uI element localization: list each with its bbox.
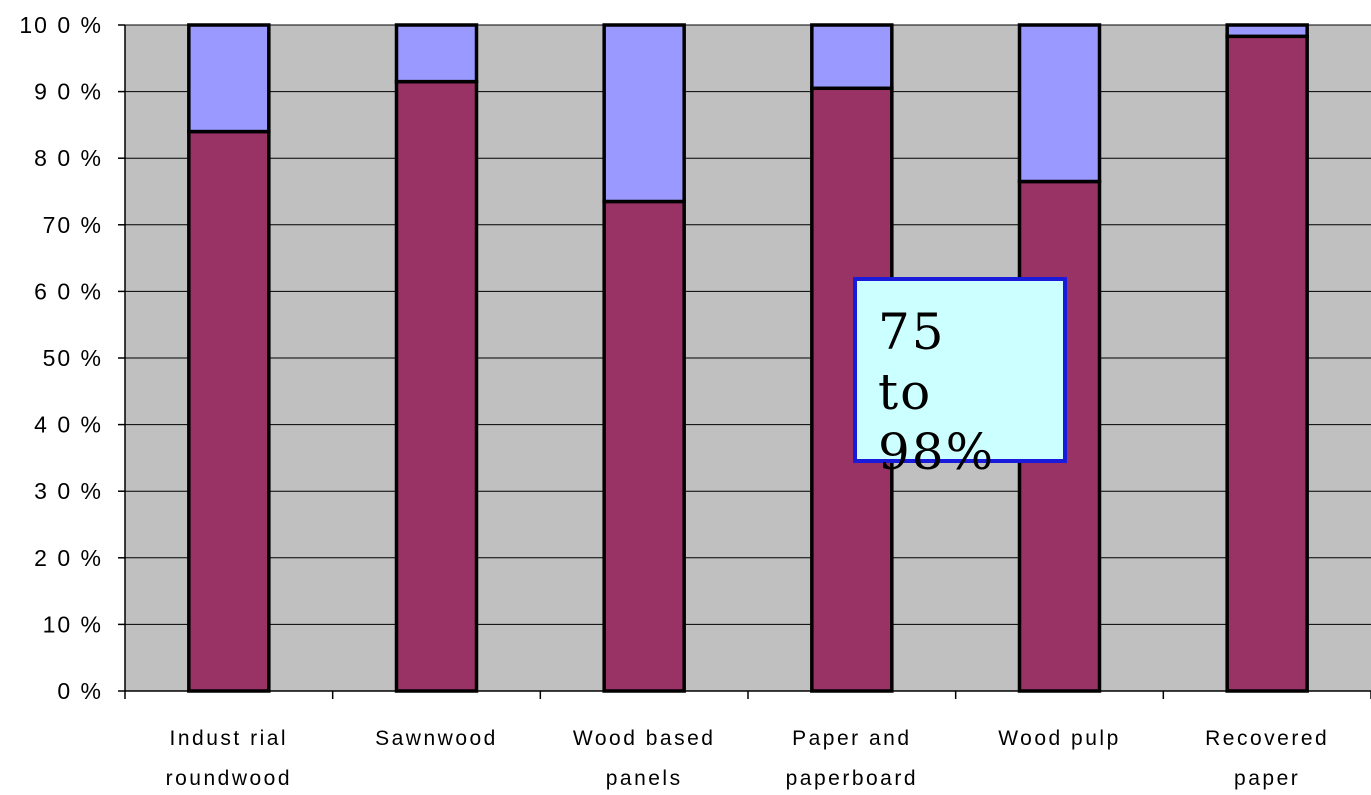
annotation-text: 75 to 98% [878,303,996,481]
x-category-label: Wood pulp [998,727,1121,750]
x-category-label: Sawnwood [375,727,498,750]
x-category-label: Wood based [573,727,716,750]
bar-segment [394,23,479,84]
y-tick-label: 6 0 % [34,278,103,304]
bar-segment [1017,23,1102,184]
y-tick-label: 9 0 % [34,79,103,105]
bar-segment [187,23,271,134]
x-category-label: paperboard [786,767,918,790]
x-category-label: Recovered [1205,727,1329,750]
annotation-box [853,277,1067,463]
y-tick-label: 0 % [57,678,103,704]
y-tick-label: 10 % [43,611,103,637]
y-tick-label: 3 0 % [34,478,103,504]
bar-segment [1225,34,1309,693]
y-tick-label: 10 0 % [19,12,103,38]
x-category-label: Indust rial [170,727,289,750]
bar-segment [394,79,479,693]
y-tick-label: 8 0 % [34,145,103,171]
y-tick-label: 4 0 % [34,412,103,438]
bar-segment [810,23,894,91]
x-category-label: panels [606,767,683,790]
y-tick-label: 70 % [43,212,103,238]
x-category-label: Paper and [792,727,911,750]
y-tick-label: 2 0 % [34,545,103,571]
bar-segment [187,129,271,693]
bar-segment [602,23,686,204]
x-category-label: paper [1234,767,1300,790]
bar-segment [1225,23,1309,39]
bar-segment [602,199,686,693]
y-tick-label: 50 % [43,345,103,371]
x-category-label: roundwood [166,767,292,790]
